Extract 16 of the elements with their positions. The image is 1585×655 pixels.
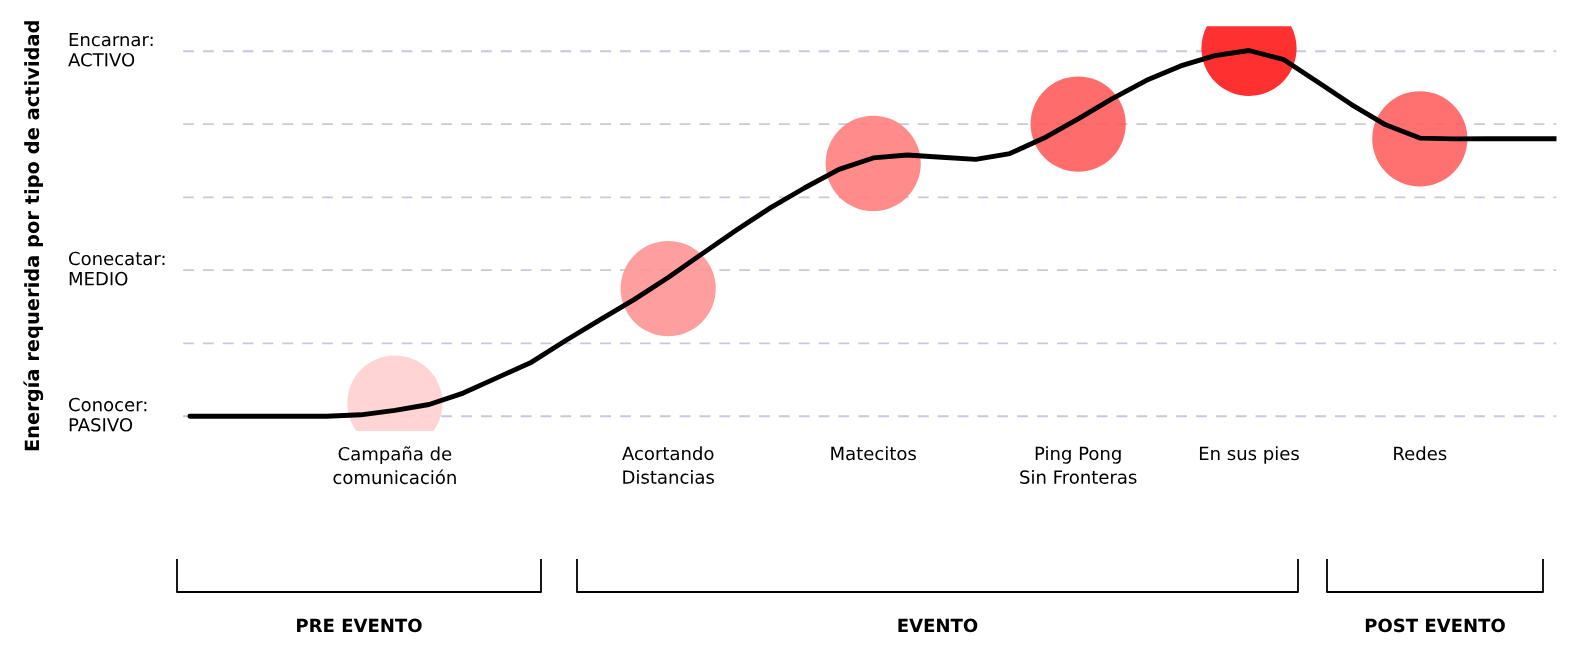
x-tick-label: Ping Pong Sin Fronteras <box>1020 446 1137 484</box>
point <box>1372 91 1468 187</box>
ref-line-label: Conocer: PASIVO <box>69 397 147 432</box>
x-tick-label: Campaña de comunicación <box>333 446 456 485</box>
x-tick-label: En sus pies <box>1199 446 1299 464</box>
ref-line-label: Conecatar: MEDIO <box>69 251 165 286</box>
point <box>825 115 921 212</box>
text: EVENTO <box>898 618 978 633</box>
ref-line-label: Encarnar: ACTIVO <box>68 32 153 67</box>
text: POST EVENTO <box>1365 618 1505 633</box>
text: PRE EVENTO <box>297 618 422 633</box>
point <box>1030 76 1126 172</box>
x-tick-label: Acortando Distancias <box>622 446 714 484</box>
x-tick-label: Redes <box>1394 446 1447 461</box>
x-tick-label: Matecitos <box>831 446 916 461</box>
text: Energía requerida por tipo de actividad <box>23 21 44 451</box>
